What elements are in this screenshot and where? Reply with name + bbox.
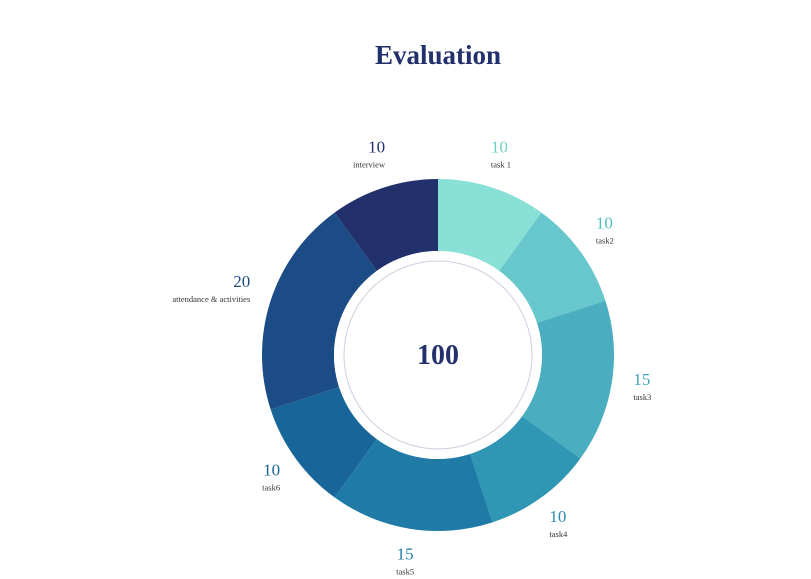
slice-labels: 10 task 1 10 task2 15 task3 10 task4 15 task5 10 ta… (172, 137, 651, 576)
slice-value-label: 15 (397, 544, 414, 563)
donut-slice-task2 (499, 212, 606, 323)
inner-ring (343, 260, 533, 450)
slice-category-label: task3 (633, 392, 651, 402)
slice-category-label: task4 (549, 529, 568, 539)
donut-slices (262, 179, 614, 531)
donut-hole (334, 251, 542, 459)
chart-title: Evaluation (374, 40, 502, 70)
slice-value-label: 20 (233, 272, 250, 291)
slice-value-label: 10 (491, 137, 508, 156)
donut-slice-interview (334, 179, 438, 271)
slice-value-label: 10 (549, 507, 566, 526)
slice-value-label: 15 (633, 370, 650, 389)
center-total: 100 (417, 340, 459, 371)
slice-category-label: task2 (596, 236, 614, 246)
slice-category-label: task5 (396, 566, 414, 576)
chart-title-container: Evaluation (338, 40, 538, 71)
donut-slice-task5 (334, 439, 493, 531)
slice-category-label: task6 (262, 482, 280, 492)
donut-slice-task3 (522, 300, 614, 459)
donut-slice-task-1 (438, 179, 542, 271)
slice-category-label: interview (353, 159, 386, 169)
slice-value-label: 10 (368, 137, 385, 156)
slice-category-label: attendance & activities (172, 294, 250, 304)
donut-slice-task4 (470, 416, 581, 523)
donut-slice-attendance-activities (262, 212, 377, 410)
slice-category-label: task 1 (491, 159, 511, 169)
donut-slice-task6 (270, 387, 377, 498)
slice-value-label: 10 (596, 214, 613, 233)
slice-value-label: 10 (263, 460, 280, 479)
